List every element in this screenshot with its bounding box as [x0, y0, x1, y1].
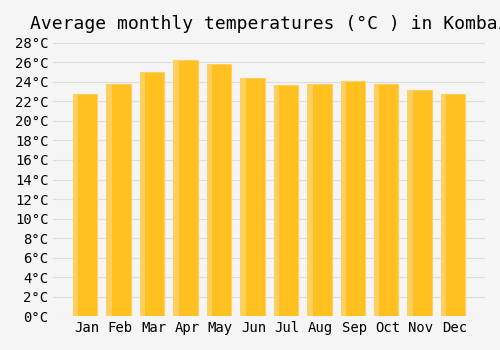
- Bar: [240, 78, 246, 316]
- Bar: [310, 84, 332, 316]
- Bar: [410, 90, 432, 316]
- Bar: [276, 85, 298, 316]
- Bar: [140, 72, 145, 316]
- Bar: [109, 84, 131, 316]
- Bar: [106, 84, 112, 316]
- Title: Average monthly temperatures (°C ) in Kombai: Average monthly temperatures (°C ) in Ko…: [30, 15, 500, 33]
- Bar: [243, 78, 264, 316]
- Bar: [307, 84, 312, 316]
- Bar: [176, 61, 198, 316]
- Bar: [344, 81, 365, 316]
- Bar: [207, 64, 212, 316]
- Bar: [408, 90, 413, 316]
- Bar: [174, 61, 179, 316]
- Bar: [374, 84, 380, 316]
- Bar: [274, 85, 279, 316]
- Bar: [376, 84, 398, 316]
- Bar: [73, 94, 78, 316]
- Bar: [340, 81, 346, 316]
- Bar: [210, 64, 231, 316]
- Bar: [444, 94, 466, 316]
- Bar: [142, 72, 165, 316]
- Bar: [76, 94, 98, 316]
- Bar: [441, 94, 446, 316]
